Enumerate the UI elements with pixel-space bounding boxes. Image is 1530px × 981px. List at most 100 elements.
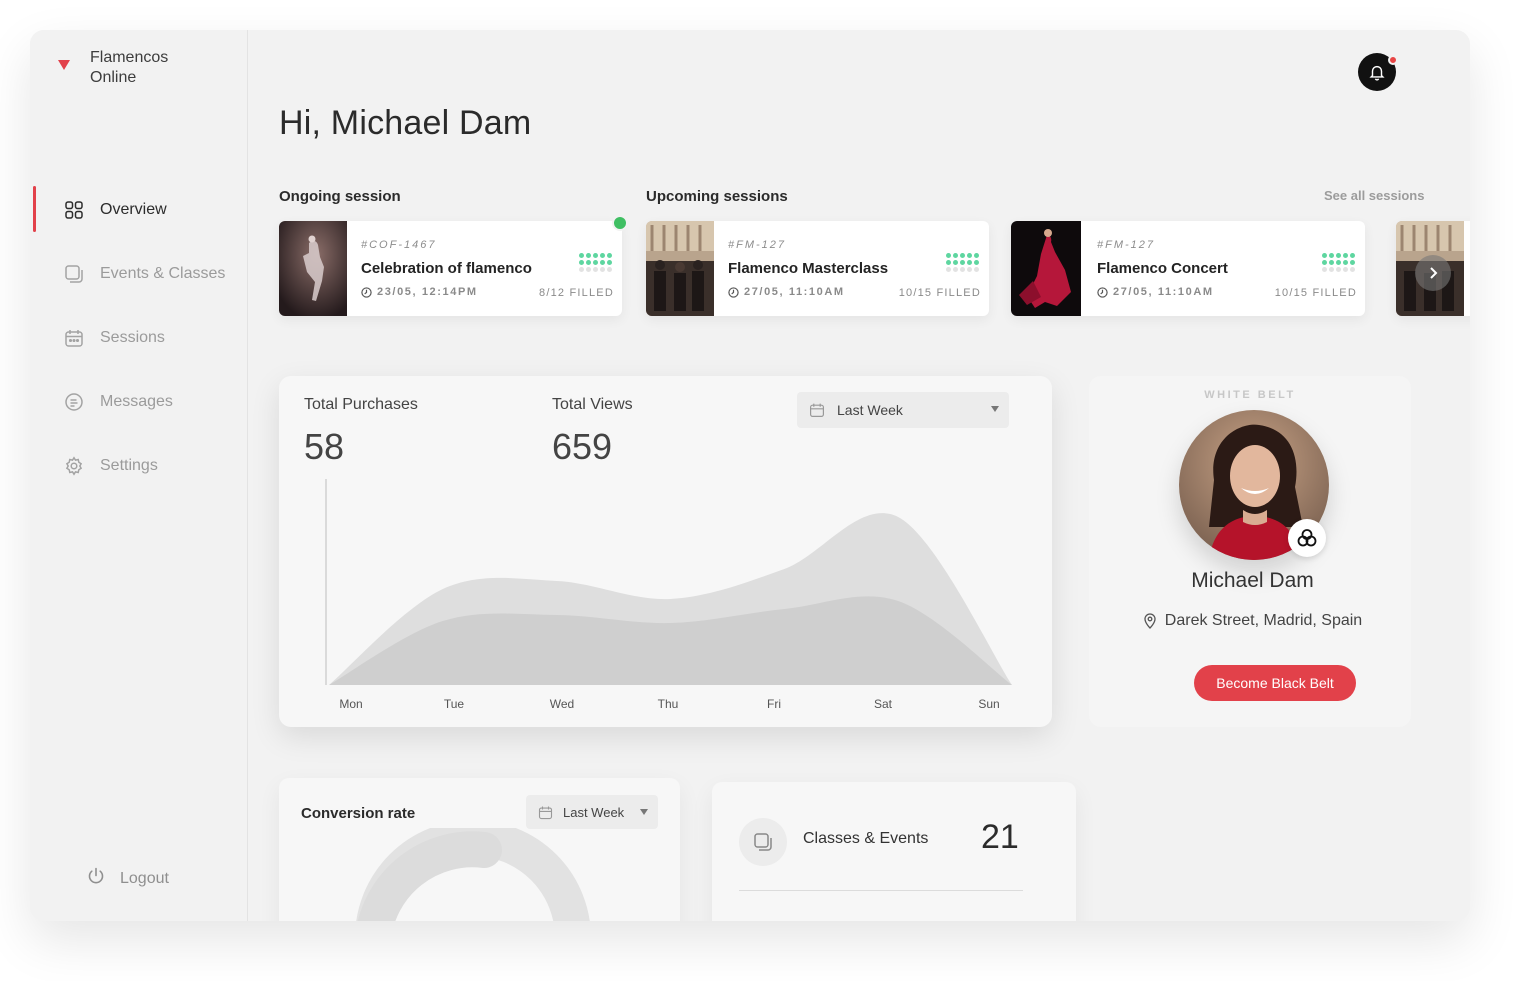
cards-icon	[64, 264, 84, 284]
sidebar-item-overview[interactable]: Overview	[30, 178, 248, 242]
session-date: 27/05, 11:10AM	[1097, 286, 1214, 298]
total-purchases-label: Total Purchases	[304, 396, 418, 413]
session-thumbnail	[279, 221, 347, 316]
date-range-value: Last Week	[837, 402, 903, 418]
location-pin-icon	[1144, 613, 1156, 629]
session-date-text: 23/05, 12:14PM	[377, 286, 478, 298]
classes-events-label: Classes & Events	[803, 830, 929, 847]
divider	[739, 890, 1023, 891]
belt-badge-icon	[1288, 519, 1326, 557]
conversion-date-range-select[interactable]: Last Week	[526, 795, 658, 829]
sidebar-item-messages[interactable]: Messages	[30, 370, 248, 434]
upcoming-sessions-heading: Upcoming sessions	[646, 188, 788, 205]
x-tick-label: Sun	[978, 697, 999, 711]
become-black-belt-button[interactable]: Become Black Belt	[1194, 665, 1356, 701]
session-card-ongoing[interactable]: #COF-1467 Celebration of flamenco 23/05,…	[279, 215, 628, 316]
conversion-rate-panel: Conversion rate Last Week	[279, 778, 680, 921]
conversion-rate-title: Conversion rate	[301, 805, 416, 822]
classes-events-count: 21	[981, 818, 1019, 856]
x-tick-label: Wed	[550, 697, 574, 711]
session-code: #COF-1467	[361, 239, 437, 251]
power-icon	[86, 866, 106, 891]
sidebar-item-events-classes[interactable]: Events & Classes	[30, 242, 248, 306]
conversion-gauge	[356, 828, 590, 921]
bell-icon	[1369, 65, 1385, 81]
area-chart: Mon Tue Wed Thu Fri Sat Sun	[325, 479, 1012, 711]
capacity-dots	[579, 253, 612, 272]
sidebar-nav: Overview Events & Classes Sessions Messa…	[30, 178, 248, 498]
session-title: Flamenco Concert	[1097, 260, 1228, 277]
conversion-range-value: Last Week	[563, 804, 625, 820]
profile-location-text: Darek Street, Madrid, Spain	[1164, 612, 1363, 629]
area-series-2	[329, 596, 1012, 685]
session-date: 27/05, 11:10AM	[728, 286, 845, 298]
x-tick-label: Sat	[874, 697, 893, 711]
sidebar-item-label: Messages	[100, 393, 173, 410]
brand-name: Flamencos Online	[90, 49, 169, 86]
session-title: Celebration of flamenco	[361, 260, 532, 277]
session-thumbnail	[646, 221, 714, 316]
chevron-right-icon	[1430, 267, 1438, 279]
session-filled: 10/15 FILLED	[898, 287, 981, 299]
session-thumbnail	[1011, 221, 1081, 316]
main-content: Hi, Michael Dam Ongoing session Upcoming…	[249, 30, 1470, 921]
total-views-label: Total Views	[552, 396, 633, 413]
ongoing-session-heading: Ongoing session	[279, 188, 401, 205]
cards-icon	[739, 818, 787, 866]
x-tick-label: Mon	[339, 697, 362, 711]
date-range-select[interactable]: Last Week	[797, 392, 1009, 428]
session-card-upcoming[interactable]: #FM-127 Flamenco Masterclass 27/05, 11:1…	[646, 221, 989, 316]
carousel-next-button[interactable]	[1415, 255, 1451, 291]
capacity-dots	[946, 253, 979, 272]
session-card-upcoming[interactable]: #FM-127 Flamenco Concert 27/05, 11:10AM …	[1011, 221, 1365, 316]
session-filled: 10/15 FILLED	[1274, 287, 1357, 299]
x-tick-label: Tue	[444, 697, 465, 711]
notifications-button[interactable]	[1358, 53, 1398, 91]
sidebar-item-label: Overview	[100, 201, 167, 218]
calendar-icon	[538, 806, 553, 819]
session-date: 23/05, 12:14PM	[361, 286, 478, 298]
live-status-indicator	[612, 215, 628, 231]
session-code: #FM-127	[1097, 239, 1156, 251]
app-window: Flamencos Online Overview Events & Class…	[30, 30, 1470, 921]
brand-logo-icon	[58, 60, 70, 70]
belt-level: WHITE BELT	[1204, 389, 1296, 401]
see-all-sessions-link[interactable]: See all sessions	[1324, 188, 1425, 203]
profile-panel: WHITE BELT Michael Dam Darek Street, M	[1089, 376, 1411, 727]
clock-icon	[1097, 286, 1108, 298]
profile-location: Darek Street, Madrid, Spain	[1089, 612, 1416, 630]
profile-name: Michael Dam	[1191, 569, 1314, 592]
classes-events-panel: Classes & Events 21	[712, 782, 1076, 921]
session-title: Flamenco Masterclass	[728, 260, 889, 277]
x-tick-label: Fri	[767, 697, 781, 711]
notification-badge	[1388, 55, 1398, 65]
brand[interactable]: Flamencos Online	[58, 48, 180, 88]
chevron-down-icon	[640, 809, 648, 815]
sidebar: Flamencos Online Overview Events & Class…	[30, 30, 248, 921]
session-filled: 8/12 FILLED	[539, 287, 614, 299]
clock-icon	[728, 286, 739, 298]
x-tick-label: Thu	[658, 697, 679, 711]
sidebar-item-sessions[interactable]: Sessions	[30, 306, 248, 370]
logout-button[interactable]: Logout	[86, 866, 169, 891]
sidebar-item-label: Sessions	[100, 329, 165, 346]
sidebar-item-label: Events & Classes	[100, 265, 226, 282]
session-date-text: 27/05, 11:10AM	[744, 286, 845, 298]
total-purchases-value: 58	[304, 426, 345, 467]
session-code: #FM-127	[728, 239, 787, 251]
page-title: Hi, Michael Dam	[279, 104, 532, 142]
stats-panel: Total Purchases 58 Total Views 659 Last …	[279, 376, 1052, 727]
gear-icon	[64, 456, 84, 476]
capacity-dots	[1322, 253, 1355, 272]
logout-label: Logout	[120, 869, 169, 887]
total-views-value: 659	[552, 426, 613, 467]
clock-icon	[361, 286, 372, 298]
calendar-icon	[810, 403, 824, 417]
calendar-icon	[64, 328, 84, 348]
grid-icon	[64, 200, 84, 220]
sidebar-item-label: Settings	[100, 457, 158, 474]
session-date-text: 27/05, 11:10AM	[1113, 286, 1214, 298]
message-icon	[64, 392, 84, 412]
chevron-down-icon	[991, 406, 999, 412]
sidebar-item-settings[interactable]: Settings	[30, 434, 248, 498]
